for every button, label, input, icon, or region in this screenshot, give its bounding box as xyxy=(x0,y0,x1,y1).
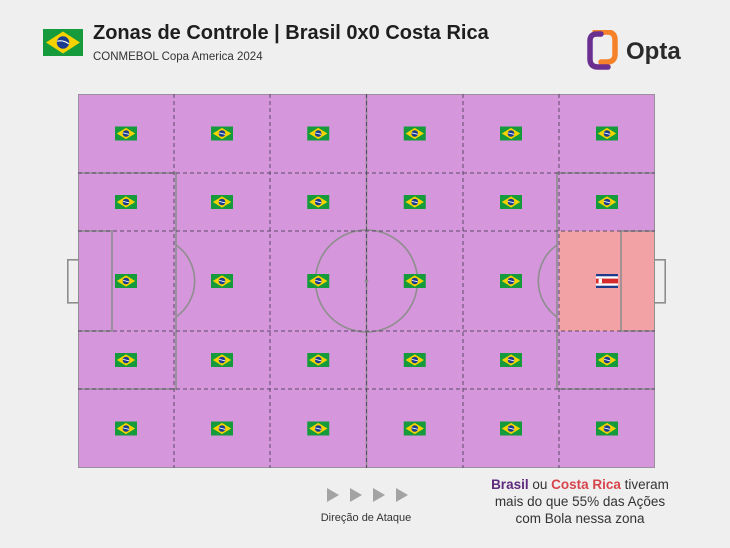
brazil-flag-icon xyxy=(499,352,523,368)
zone-dividers xyxy=(78,94,655,468)
pitch-map xyxy=(78,94,655,468)
brazil-flag-icon xyxy=(210,194,234,210)
brazil-flag-icon xyxy=(499,421,523,436)
play-arrow-icon xyxy=(350,488,362,502)
left-goal xyxy=(67,259,79,304)
brazil-flag-icon xyxy=(210,273,234,289)
legend-note: Brasil ou Costa Rica tiveram mais do que… xyxy=(460,476,700,527)
opta-mark-icon xyxy=(587,30,618,70)
opta-wordmark: Opta xyxy=(626,38,681,65)
note-connector: ou xyxy=(528,477,552,492)
page-subtitle: CONMEBOL Copa America 2024 xyxy=(93,51,263,63)
brazil-flag-icon xyxy=(403,273,427,289)
brazil-flag-icon xyxy=(114,194,138,210)
brazil-flag-icon xyxy=(499,126,523,141)
brazil-flag-icon xyxy=(210,352,234,368)
opta-logo: Opta xyxy=(587,30,681,70)
brazil-flag-icon xyxy=(306,421,330,436)
brazil-flag-icon xyxy=(403,194,427,210)
brazil-flag-icon xyxy=(499,273,523,289)
brazil-flag-icon xyxy=(43,29,83,56)
brazil-flag-icon xyxy=(595,352,619,368)
note-line1-rest: tiveram xyxy=(620,477,669,492)
brazil-flag-icon xyxy=(210,126,234,141)
brazil-flag-icon xyxy=(403,352,427,368)
brazil-flag-icon xyxy=(306,352,330,368)
brazil-flag-icon xyxy=(403,126,427,141)
costa-rica-label: Costa Rica xyxy=(551,477,621,492)
page-title: Zonas de Controle | Brasil 0x0 Costa Ric… xyxy=(93,22,489,44)
brazil-flag-icon xyxy=(306,194,330,210)
attack-direction-label: Direção de Ataque xyxy=(320,512,412,524)
brazil-flag-icon xyxy=(499,194,523,210)
brazil-flag-icon xyxy=(114,421,138,436)
brasil-label: Brasil xyxy=(491,477,529,492)
brazil-flag-icon xyxy=(595,421,619,436)
note-line2: mais do que 55% das Ações xyxy=(494,494,666,509)
brazil-flag-icon xyxy=(306,273,330,289)
brazil-flag-icon xyxy=(306,126,330,141)
play-arrow-icon xyxy=(396,488,408,502)
brazil-flag-icon xyxy=(595,194,619,210)
play-arrow-icon xyxy=(327,488,339,502)
brazil-flag-icon xyxy=(114,273,138,289)
brazil-flag-icon xyxy=(114,126,138,141)
play-arrow-icon xyxy=(373,488,385,502)
brazil-flag-icon xyxy=(403,421,427,436)
right-goal xyxy=(654,259,666,304)
brazil-flag-icon xyxy=(114,352,138,368)
brazil-flag-icon xyxy=(595,126,619,141)
brazil-flag-icon xyxy=(210,421,234,436)
costa-rica-flag-icon xyxy=(596,274,618,288)
attack-direction-arrows xyxy=(327,488,408,502)
note-line3: com Bola nessa zona xyxy=(515,511,645,526)
